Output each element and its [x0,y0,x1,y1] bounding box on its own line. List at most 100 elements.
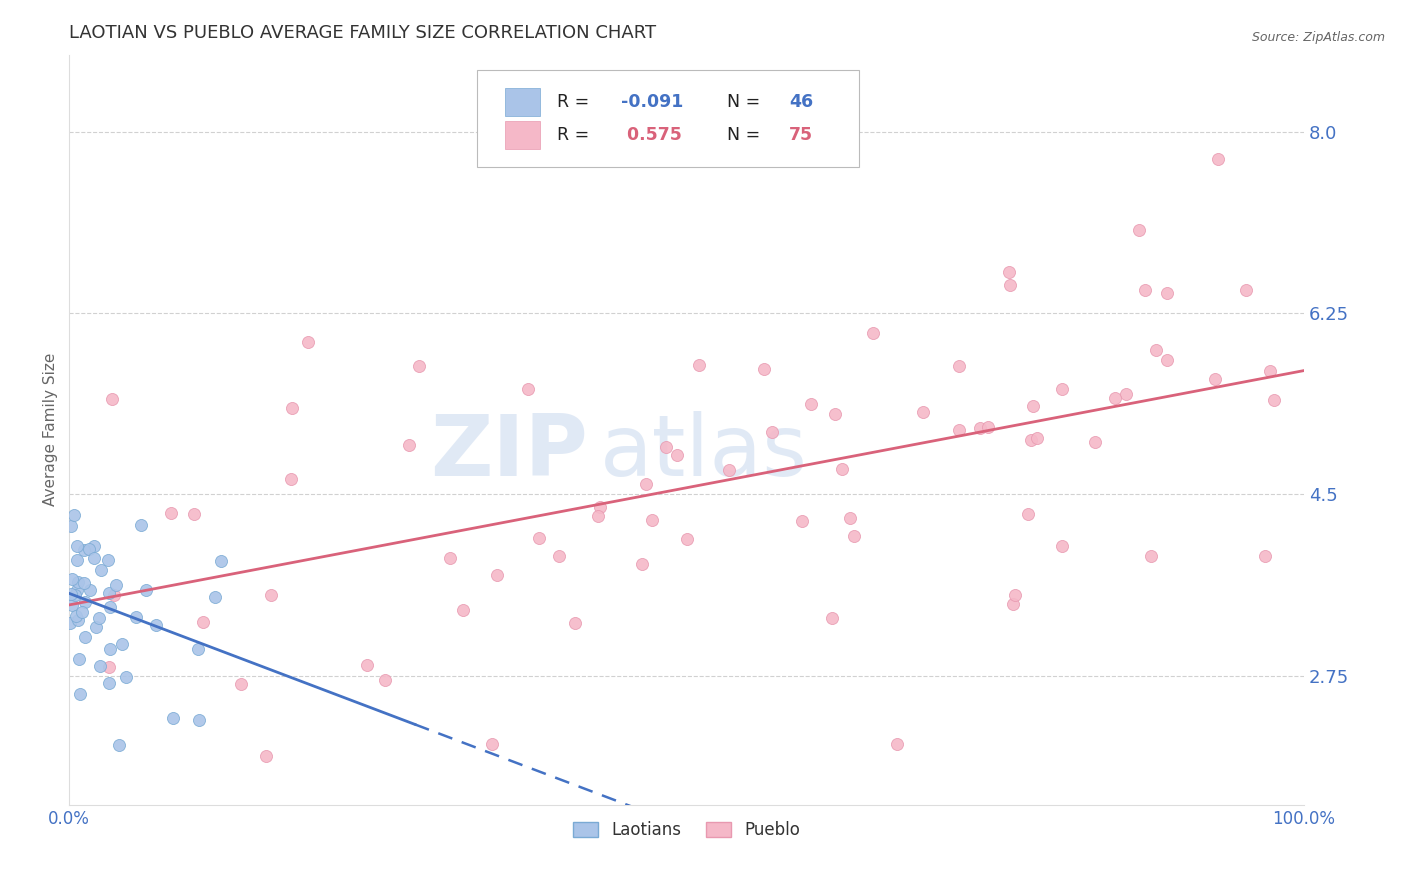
Point [125,609,148,624]
Y-axis label: Average Family Size: Average Family Size [44,353,58,507]
Point [160,506,183,520]
Point [89,659,111,673]
Point [969,421,991,435]
Point [73,630,96,644]
Point [111,637,134,651]
Point [761,425,783,439]
Point [90,563,112,577]
Point [280,471,302,485]
Point [439,551,461,566]
Point [70,605,93,619]
Point [527,531,550,545]
Point [1084,435,1107,450]
Legend: Laotians, Pueblo: Laotians, Pueblo [567,814,807,846]
Point [66,613,89,627]
Point [260,588,283,602]
Point [1017,507,1039,521]
Point [103,589,125,603]
Text: 75: 75 [789,126,813,144]
Point [1022,399,1045,413]
Point [1140,549,1163,563]
Point [204,590,226,604]
Point [297,334,319,349]
Point [948,423,970,437]
Point [1019,434,1042,448]
Point [486,567,509,582]
FancyBboxPatch shape [505,120,540,149]
Point [65,583,87,598]
Point [1050,539,1073,553]
Point [101,392,124,406]
Point [453,603,475,617]
Point [1204,372,1226,386]
Point [948,359,970,373]
Point [1052,382,1074,396]
Point [1258,364,1281,378]
Point [1144,343,1167,358]
Point [191,615,214,629]
Point [66,539,89,553]
Point [398,438,420,452]
Point [886,737,908,751]
Point [188,713,211,727]
Point [60,598,83,612]
Text: -0.091: -0.091 [621,93,683,111]
Point [824,407,846,421]
Point [862,326,884,340]
Point [1004,588,1026,602]
Point [800,397,823,411]
Point [998,278,1021,293]
Point [1104,391,1126,405]
Point [105,578,128,592]
Point [66,575,89,590]
Point [1254,549,1277,564]
Point [97,586,120,600]
Point [839,510,862,524]
Point [83,539,105,553]
Point [97,553,120,567]
Point [108,738,131,752]
Point [209,553,232,567]
Point [69,687,91,701]
Point [374,673,396,688]
Point [63,588,86,602]
Point [60,519,83,533]
Point [67,652,90,666]
Point [59,587,82,601]
FancyBboxPatch shape [477,70,859,167]
Point [997,265,1019,279]
Point [752,362,775,376]
Text: R =: R = [557,93,595,111]
Point [688,358,710,372]
Point [187,642,209,657]
Point [654,440,676,454]
Text: N =: N = [727,93,766,111]
Point [1208,153,1230,167]
Point [1026,431,1049,445]
Point [912,405,935,419]
Point [517,382,540,396]
Point [183,508,205,522]
Point [97,675,120,690]
Point [98,600,121,615]
Point [547,549,569,563]
Point [640,513,662,527]
Point [254,748,277,763]
Point [65,608,87,623]
Point [145,618,167,632]
Point [481,738,503,752]
Point [717,462,740,476]
Text: Source: ZipAtlas.com: Source: ZipAtlas.com [1251,31,1385,45]
Text: atlas: atlas [600,411,808,494]
Point [135,582,157,597]
Point [59,616,82,631]
Point [79,582,101,597]
Point [676,533,699,547]
Point [62,508,84,523]
Point [162,711,184,725]
Point [1133,283,1156,297]
Text: 46: 46 [789,93,813,111]
Point [356,658,378,673]
Point [1115,387,1137,401]
Point [564,615,586,630]
